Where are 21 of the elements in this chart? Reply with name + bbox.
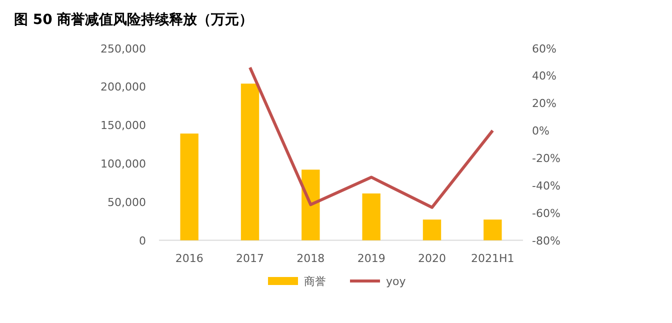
- ytick: 100,000: [100, 158, 146, 170]
- xtick: 2021H1: [471, 252, 514, 265]
- title: 图 50 商誉减值风险持续释放（万元）: [14, 12, 254, 28]
- ytick: 50,000: [108, 196, 146, 209]
- y2tick: 0%: [532, 124, 550, 138]
- y2tick: -20%: [532, 152, 560, 166]
- xtick: 2018: [296, 252, 325, 265]
- y2tick: 20%: [532, 97, 556, 110]
- xtick: 2020: [418, 252, 446, 265]
- ytick: 150,000: [100, 119, 146, 132]
- xtick: 2016: [175, 252, 204, 265]
- ytick: 200,000: [100, 80, 146, 94]
- ytick: 250,000: [100, 42, 146, 56]
- y2tick: -60%: [532, 206, 560, 220]
- y2tick: 40%: [532, 70, 556, 83]
- y2tick: -40%: [532, 179, 560, 192]
- xtick: 2019: [357, 252, 386, 265]
- y2tick: -80%: [532, 234, 560, 248]
- y2tick: 60%: [532, 42, 556, 56]
- xtick: 2017: [236, 252, 264, 265]
- ytick: 0: [139, 234, 146, 248]
